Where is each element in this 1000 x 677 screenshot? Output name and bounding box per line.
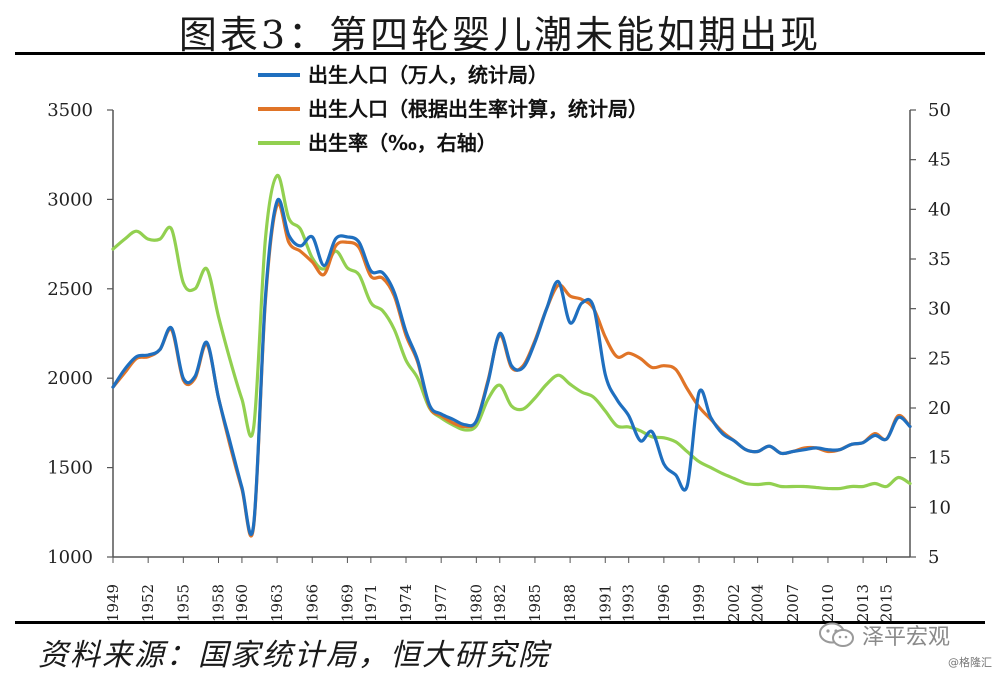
x-tick-label: 1963	[268, 584, 286, 622]
x-tick-label: 1974	[397, 584, 415, 622]
right-tick-label: 50	[928, 100, 951, 121]
left-tick-label: 3500	[47, 100, 93, 121]
left-tick-label: 3000	[47, 189, 93, 210]
x-tick-label: 1996	[655, 584, 673, 622]
x-tick-label: 2007	[784, 584, 802, 622]
x-tick-label: 1988	[561, 584, 579, 622]
x-tick-label: 1999	[690, 584, 708, 622]
x-tick-label: 1958	[209, 584, 227, 622]
right-tick-label: 40	[928, 199, 951, 220]
x-tick-label: 1980	[467, 584, 485, 622]
right-tick-label: 15	[928, 448, 951, 469]
left-tick-label: 1500	[47, 458, 93, 479]
watermark: 泽平宏观	[818, 620, 950, 650]
x-tick-label: 1960	[233, 584, 251, 622]
right-tick-label: 10	[928, 497, 951, 518]
right-tick-label: 5	[928, 547, 939, 568]
legend-label: 出生人口（根据出生率计算，统计局）	[308, 97, 648, 121]
bottom-rule	[15, 621, 985, 624]
x-tick-label: 1949	[104, 584, 122, 622]
left-tick-label: 1000	[47, 547, 93, 568]
x-tick-label: 2015	[878, 584, 896, 622]
x-tick-label: 1977	[432, 584, 450, 622]
x-tick-label: 2010	[819, 584, 837, 622]
x-tick-label: 2002	[725, 584, 743, 622]
x-tick-label: 1982	[491, 584, 509, 622]
x-tick-label: 1955	[174, 584, 192, 622]
legend-label: 出生人口（万人，统计局）	[308, 63, 548, 87]
x-tick-label: 1971	[362, 584, 380, 622]
x-tick-label: 2013	[854, 584, 872, 622]
watermark-name: 泽平宏观	[862, 625, 951, 650]
plot-area: 1000 1500 2000 2500 3000 3500 5 10 15 20 25 30 35 40 4…	[47, 63, 951, 622]
legend-label: 出生率（‰，右轴）	[308, 131, 497, 155]
watermark-sub: @格隆汇	[948, 656, 992, 669]
source-note: 资料来源：国家统计局，恒大研究院	[38, 638, 550, 673]
series-line-births-stat	[111, 197, 912, 536]
left-tick-label: 2000	[47, 368, 93, 389]
right-tick-label: 30	[928, 299, 951, 320]
right-tick-label: 45	[928, 150, 951, 171]
wechat-icon	[819, 622, 854, 647]
right-tick-label: 25	[928, 348, 951, 369]
x-tick-label: 1966	[303, 584, 321, 622]
right-tick-label: 20	[928, 398, 951, 419]
x-tick-label: 1969	[338, 584, 356, 622]
chart-title: 图表3：第四轮婴儿潮未能如期出现	[178, 13, 822, 57]
top-rule	[15, 52, 985, 55]
x-tick-label: 1991	[596, 584, 614, 622]
series-line-birth-rate	[111, 173, 912, 491]
right-tick-label: 35	[928, 249, 951, 270]
x-tick-label: 1952	[139, 584, 157, 622]
x-tick-label: 1985	[526, 584, 544, 622]
x-tick-label: 1993	[620, 584, 638, 622]
x-tick-label: 2004	[749, 584, 767, 622]
left-tick-label: 2500	[47, 279, 93, 300]
